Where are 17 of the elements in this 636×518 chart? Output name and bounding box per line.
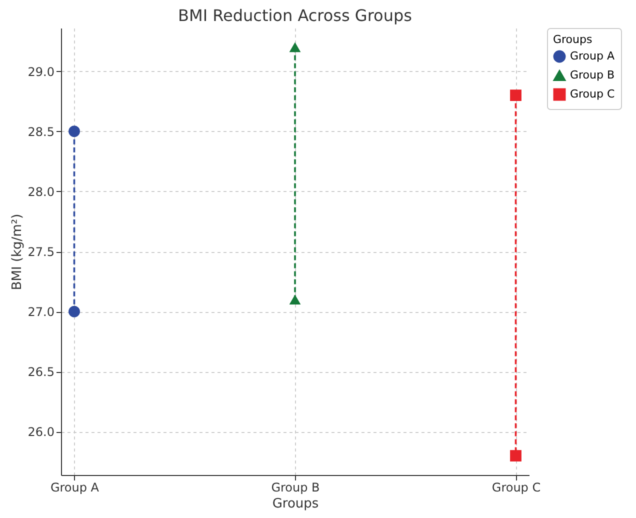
x-axis-title: Groups xyxy=(272,496,319,512)
y-tick-label: 26.0 xyxy=(28,425,54,440)
y-axis-title: BMI (kg/m²) xyxy=(10,214,25,290)
legend-title: Groups xyxy=(553,33,592,46)
x-tick-label: Group A xyxy=(50,480,100,494)
y-tick-label: 28.5 xyxy=(28,124,54,139)
x-tick-label: Group B xyxy=(271,480,320,494)
y-tick-label: 27.5 xyxy=(28,245,54,259)
legend-label: Group B xyxy=(570,68,615,82)
chart-title: BMI Reduction Across Groups xyxy=(178,6,412,25)
y-tick-label: 28.0 xyxy=(28,184,54,199)
y-tick-label: 26.5 xyxy=(28,365,54,380)
legend-label: Group C xyxy=(570,88,615,100)
legend-label: Group A xyxy=(570,50,615,62)
y-tick-label: 29.0 xyxy=(28,64,54,79)
y-tick-label: 27.0 xyxy=(28,305,54,320)
x-tick-label: Group C xyxy=(492,480,541,494)
